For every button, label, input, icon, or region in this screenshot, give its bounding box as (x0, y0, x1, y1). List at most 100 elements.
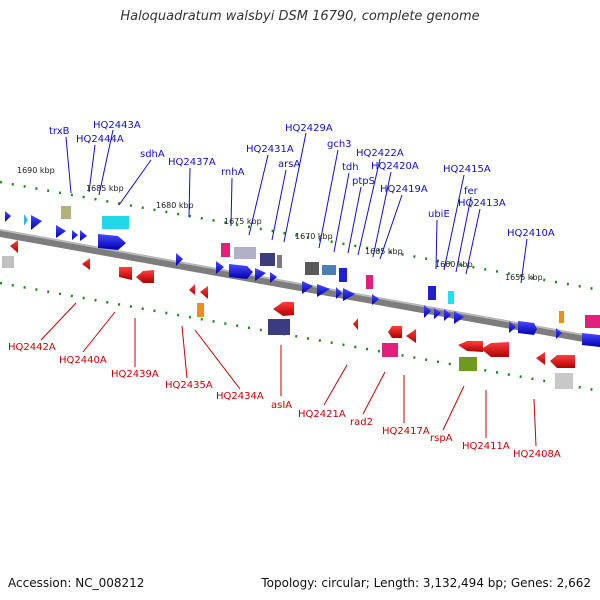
feature-box (102, 216, 129, 229)
scale-label: 1675 kbp (224, 217, 262, 226)
gene-label: HQ2431A (246, 144, 294, 155)
reverse-gene-arrow (353, 318, 358, 330)
reverse-gene-arrow (481, 342, 509, 357)
gene-label: HQ2417A (382, 426, 430, 437)
feature-box (305, 262, 319, 275)
feature-box (559, 311, 564, 323)
reverse-gene-arrow (536, 352, 545, 365)
gene-label: HQ2420A (371, 161, 419, 172)
scale-label: 1665 kbp (365, 247, 403, 256)
reverse-gene-arrow (10, 240, 18, 253)
reverse-gene-labels: HQ2442A HQ2440A HQ2439A HQ2435A HQ2434A … (8, 342, 561, 460)
forward-gene-arrow (255, 268, 266, 281)
forward-gene-arrow (176, 253, 183, 266)
feature-box (260, 253, 275, 266)
forward-gene-arrow (56, 225, 66, 238)
gene-label: HQ2435A (165, 380, 213, 391)
reverse-scale-line (0, 281, 600, 393)
forward-gene-arrow (80, 230, 87, 241)
reverse-gene-arrow (119, 267, 132, 280)
gene-label: HQ2443A (93, 120, 141, 131)
gene-label: HQ2410A (507, 228, 555, 239)
feature-box (322, 265, 336, 275)
reverse-gene-arrow (189, 284, 195, 295)
forward-gene-arrow (336, 287, 342, 299)
gene-label: fer (464, 186, 479, 197)
reverse-gene-arrow (406, 329, 416, 343)
reverse-gene-arrow (273, 302, 294, 316)
accession-label: Accession: NC_008212 (8, 576, 145, 590)
forward-gene-arrow (509, 321, 516, 333)
reverse-gene-arrow (136, 270, 154, 283)
gene-label: HQ2411A (462, 441, 510, 452)
forward-gene-arrow (270, 272, 277, 283)
genome-title: Haloquadratum walsbyi DSM 16790, complet… (120, 9, 480, 24)
forward-leader-lines (65, 129, 528, 284)
forward-features (5, 206, 600, 347)
gene-label: HQ2444A (76, 134, 124, 145)
forward-gene-arrow (302, 281, 313, 294)
gene-label: HQ2422A (356, 148, 404, 159)
feature-box (221, 243, 230, 257)
reverse-gene-arrow (82, 258, 90, 270)
gene-label: HQ2413A (458, 198, 506, 209)
forward-gene-arrow (518, 321, 537, 335)
feature-box (448, 291, 454, 304)
gene-label: arsA (278, 159, 300, 170)
gene-label: HQ2437A (168, 157, 216, 168)
forward-gene-arrow (444, 309, 451, 321)
forward-gene-arrow (372, 294, 379, 305)
reverse-gene-arrow (458, 341, 483, 352)
forward-gene-arrow (343, 288, 355, 301)
gene-label: rnhA (221, 167, 245, 178)
forward-gene-arrow (454, 311, 464, 324)
reverse-gene-arrow (550, 355, 575, 368)
forward-gene-arrow (229, 264, 253, 279)
gene-label: HQ2408A (513, 449, 561, 460)
gene-label: trxB (49, 126, 70, 137)
feature-box (2, 256, 14, 268)
forward-gene-arrow (317, 284, 330, 297)
gene-label: HQ2429A (285, 123, 333, 134)
feature-box (585, 315, 600, 328)
scale-label: 1685 kbp (86, 184, 124, 193)
feature-box (234, 247, 256, 259)
forward-gene-arrow (424, 305, 431, 318)
topology-summary: Topology: circular; Length: 3,132,494 bp… (261, 576, 591, 590)
gene-label: HQ2419A (380, 184, 428, 195)
forward-gene-arrow (72, 230, 78, 240)
feature-box (197, 303, 204, 317)
gene-label: ubiE (428, 209, 450, 220)
reverse-gene-arrow (388, 326, 402, 338)
reverse-features (2, 240, 575, 389)
gene-label: sdhA (140, 149, 165, 160)
reverse-leader-lines (40, 302, 537, 447)
gene-label: rad2 (350, 417, 373, 428)
forward-gene-arrow (5, 211, 11, 222)
scale-label: 1680 kbp (156, 201, 194, 210)
gene-label: HQ2434A (216, 391, 264, 402)
forward-gene-arrow (24, 214, 28, 226)
feature-box (339, 268, 347, 282)
gene-label: ptpS (352, 176, 375, 187)
gene-label: HQ2439A (111, 369, 159, 380)
forward-gene-arrow (434, 308, 441, 319)
scale-label: 1670 kbp (295, 232, 333, 241)
gene-label: HQ2415A (443, 164, 491, 175)
feature-box (459, 357, 477, 371)
scale-label: 1690 kbp (17, 166, 55, 175)
forward-gene-arrow (98, 234, 126, 250)
feature-box (555, 373, 573, 389)
gene-label: rspA (430, 433, 453, 444)
backbone-track (0, 229, 600, 345)
reverse-gene-arrow (200, 286, 208, 299)
feature-box (277, 255, 282, 268)
forward-gene-arrow (556, 328, 562, 339)
gene-label: tdh (342, 162, 359, 173)
feature-box (428, 286, 436, 300)
gene-label: asIA (271, 400, 292, 411)
feature-box (61, 206, 71, 219)
forward-gene-arrow (31, 215, 42, 230)
gene-label: gch3 (327, 139, 352, 150)
